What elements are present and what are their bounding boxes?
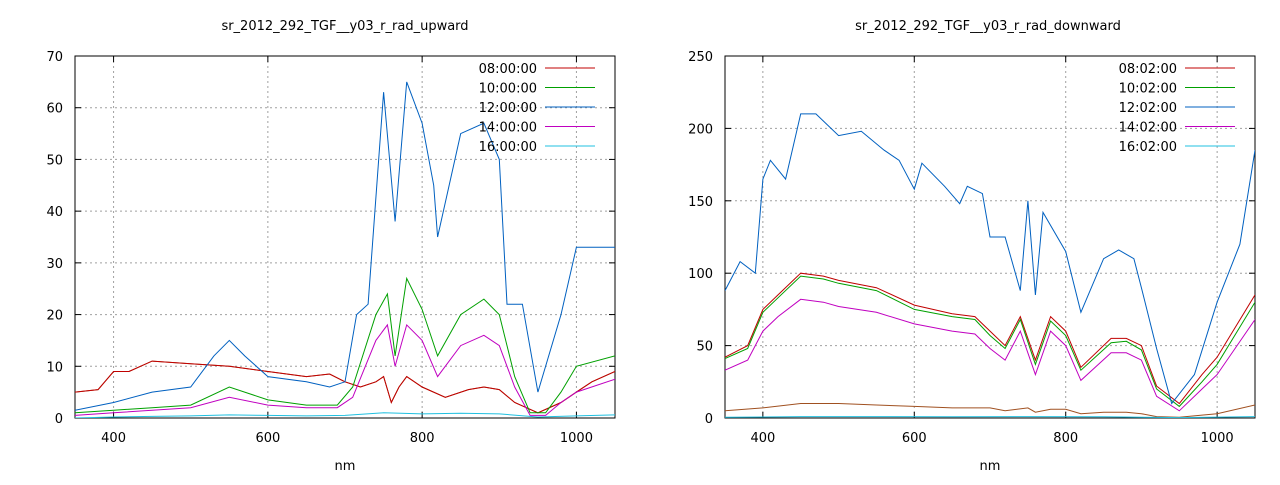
legend-label: 16:02:00 bbox=[1119, 140, 1177, 155]
x-axis-label: nm bbox=[335, 459, 356, 474]
series-line-4 bbox=[725, 416, 1255, 418]
legend-label: 12:02:00 bbox=[1119, 101, 1177, 116]
y-tick-label: 100 bbox=[688, 267, 713, 282]
y-tick-label: 150 bbox=[688, 195, 713, 210]
x-tick-label: 600 bbox=[255, 431, 280, 446]
chart-title: sr_2012_292_TGF__y03_r_rad_downward bbox=[855, 19, 1121, 34]
series-line-2 bbox=[725, 113, 1255, 405]
x-tick-label: 400 bbox=[750, 431, 775, 446]
y-tick-label: 10 bbox=[46, 360, 63, 375]
x-tick-label: 600 bbox=[902, 431, 927, 446]
y-tick-label: 250 bbox=[688, 50, 713, 65]
y-tick-label: 0 bbox=[705, 412, 713, 427]
y-tick-label: 200 bbox=[688, 122, 713, 137]
legend-label: 08:00:00 bbox=[479, 62, 537, 77]
series-line-2 bbox=[75, 81, 615, 411]
series-line-4 bbox=[75, 412, 615, 418]
plot-frame bbox=[724, 55, 1256, 419]
y-tick-label: 0 bbox=[55, 412, 63, 427]
x-tick-label: 800 bbox=[410, 431, 435, 446]
y-tick-label: 50 bbox=[696, 340, 713, 355]
plot-frame bbox=[74, 55, 616, 419]
legend-label: 12:00:00 bbox=[479, 101, 537, 116]
legend-label: 10:02:00 bbox=[1119, 82, 1177, 97]
y-tick-label: 30 bbox=[46, 257, 63, 272]
extra-line bbox=[725, 403, 1255, 418]
y-tick-label: 50 bbox=[46, 153, 63, 168]
chart-1: 400 600 800 1000 0 50 100 150 200 250 sr_2012_292_… bbox=[688, 19, 1256, 474]
series-line-3 bbox=[725, 298, 1255, 412]
x-tick-label: 1000 bbox=[560, 431, 593, 446]
series-line-3 bbox=[75, 323, 615, 416]
y-tick-label: 20 bbox=[46, 309, 63, 324]
series-line-0 bbox=[725, 272, 1255, 405]
series-line-1 bbox=[725, 275, 1255, 408]
chart-title: sr_2012_292_TGF__y03_r_rad_upward bbox=[221, 19, 468, 34]
y-tick-label: 70 bbox=[46, 50, 63, 65]
chart-0: 400 600 800 1000 0 10 20 30 40 50 60 70 sr_2012_292_… bbox=[46, 19, 616, 474]
x-tick-label: 1000 bbox=[1201, 431, 1234, 446]
x-axis-label: nm bbox=[980, 459, 1001, 474]
x-tick-label: 400 bbox=[101, 431, 126, 446]
legend-label: 10:00:00 bbox=[479, 82, 537, 97]
y-tick-label: 60 bbox=[46, 102, 63, 117]
legend-label: 14:02:00 bbox=[1119, 121, 1177, 136]
legend-label: 16:00:00 bbox=[479, 140, 537, 155]
x-tick-label: 800 bbox=[1053, 431, 1078, 446]
series-line-1 bbox=[75, 276, 615, 414]
legend-label: 08:02:00 bbox=[1119, 62, 1177, 77]
y-tick-label: 40 bbox=[46, 205, 63, 220]
legend-label: 14:00:00 bbox=[479, 121, 537, 136]
